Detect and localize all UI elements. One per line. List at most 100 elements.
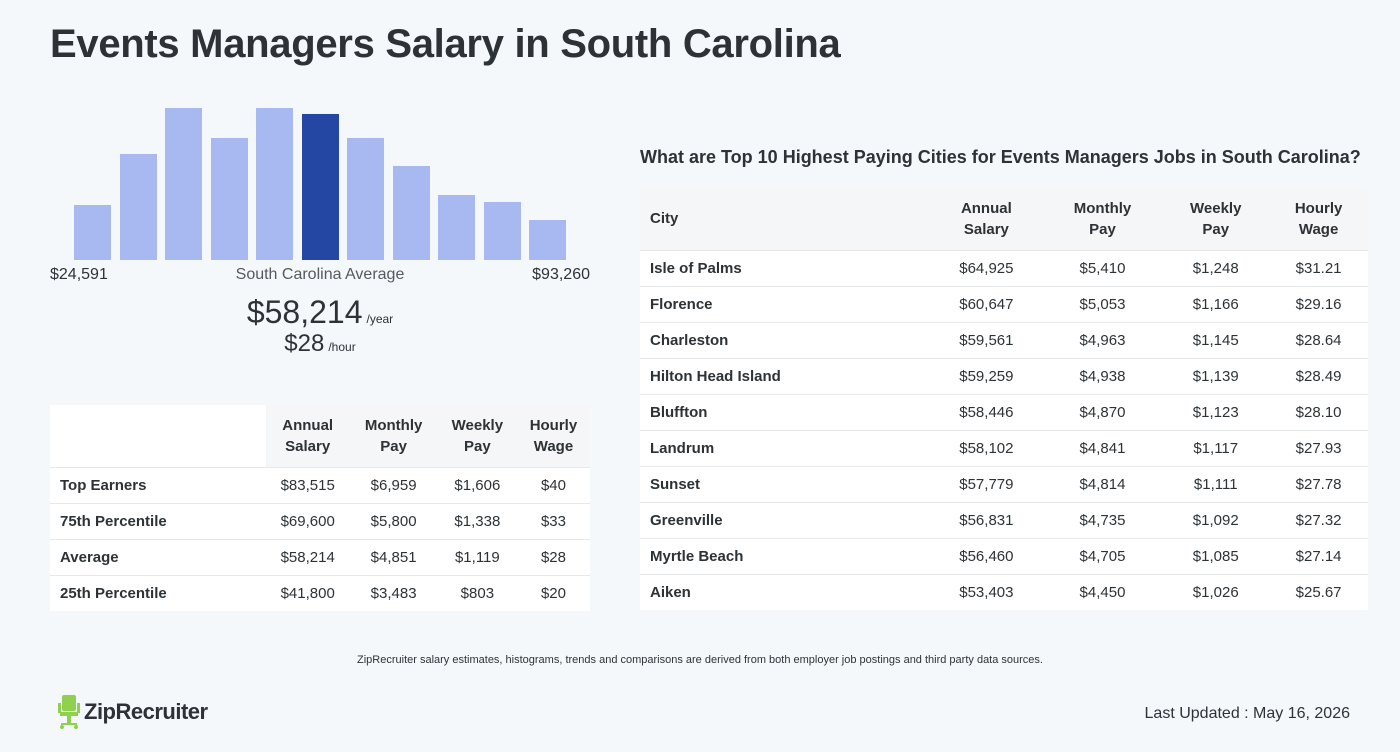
histogram-max-label: $93,260 (532, 266, 590, 283)
hourly-cell: $27.14 (1269, 537, 1368, 574)
weekly-cell: $1,026 (1162, 573, 1270, 610)
table-row: 75th Percentile $69,600 $5,800 $1,338 $3… (50, 502, 590, 539)
row-label: Top Earners (50, 466, 266, 503)
table-row: 25th Percentile $41,800 $3,483 $803 $20 (50, 574, 590, 611)
weekly-cell: $1,123 (1162, 393, 1270, 430)
annual-cell: $59,259 (930, 357, 1043, 394)
annual-cell: $69,600 (266, 502, 350, 539)
histogram-bar (529, 220, 566, 260)
annual-cell: $60,647 (930, 285, 1043, 322)
ziprecruiter-logo[interactable]: ZipRecruiter (58, 695, 208, 729)
header-city: City (640, 188, 930, 250)
header-annual-salary: Annual Salary (930, 188, 1043, 250)
histogram-bar (483, 202, 521, 260)
header-annual-salary: Annual Salary (266, 405, 350, 467)
annual-cell: $56,460 (930, 537, 1043, 574)
monthly-cell: $4,841 (1042, 429, 1163, 466)
table-row: Aiken $53,403 $4,450 $1,026 $25.67 (640, 573, 1368, 610)
hourly-cell: $29.16 (1269, 285, 1368, 322)
histogram-bar (256, 108, 293, 260)
monthly-cell: $4,963 (1042, 321, 1163, 358)
hourly-cell: $27.32 (1269, 501, 1368, 538)
weekly-cell: $1,111 (1162, 465, 1270, 502)
header-monthly-pay: Monthly Pay (1042, 188, 1163, 250)
weekly-cell: $1,248 (1162, 249, 1270, 286)
monthly-cell: $6,959 (349, 466, 438, 503)
histogram-bar (165, 108, 202, 260)
monthly-cell: $4,450 (1042, 573, 1163, 610)
monthly-cell: $4,938 (1042, 357, 1163, 394)
monthly-cell: $4,814 (1042, 465, 1163, 502)
salary-histogram (74, 100, 570, 260)
annual-cell: $64,925 (930, 249, 1043, 286)
percentile-table-header: Annual Salary Monthly Pay Weekly Pay Hourly… (50, 405, 590, 467)
annual-unit: /year (366, 312, 394, 326)
average-annual-salary: $58,214/year (50, 294, 590, 331)
hourly-cell: $28.64 (1269, 321, 1368, 358)
data-source-disclaimer: ZipRecruiter salary estimates, histogram… (357, 654, 1043, 666)
hourly-unit: /hour (328, 340, 356, 354)
header-monthly-pay: Monthly Pay (349, 405, 438, 467)
histogram-bar (438, 195, 475, 260)
weekly-cell: $1,338 (437, 502, 517, 539)
hourly-cell: $20 (516, 574, 590, 611)
city-name: Florence (640, 285, 930, 322)
histogram-bar-average (301, 114, 339, 260)
weekly-cell: $1,092 (1162, 501, 1270, 538)
annual-cell: $56,831 (930, 501, 1043, 538)
table-row: Charleston $59,561 $4,963 $1,145 $28.64 (640, 321, 1368, 358)
top-cities-table: City Annual Salary Monthly Pay Weekly Pay H… (640, 188, 1368, 610)
weekly-cell: $1,085 (1162, 537, 1270, 574)
city-name: Isle of Palms (640, 249, 930, 286)
histogram-bar (119, 154, 157, 260)
header-hourly-wage: Hourly Wage (516, 405, 590, 467)
table-row: Greenville $56,831 $4,735 $1,092 $27.32 (640, 501, 1368, 538)
city-table-header: City Annual Salary Monthly Pay Weekly Pay H… (640, 188, 1368, 250)
histogram-bar (74, 205, 111, 260)
hourly-cell: $27.93 (1269, 429, 1368, 466)
table-row: Bluffton $58,446 $4,870 $1,123 $28.10 (640, 393, 1368, 430)
table-row: Florence $60,647 $5,053 $1,166 $29.16 (640, 285, 1368, 322)
hourly-cell: $33 (516, 502, 590, 539)
histogram-min-label: $24,591 (50, 266, 108, 283)
city-name: Myrtle Beach (640, 537, 930, 574)
city-name: Aiken (640, 573, 930, 610)
monthly-cell: $5,800 (349, 502, 438, 539)
ziprecruiter-chair-icon (58, 695, 80, 729)
annual-cell: $58,214 (266, 538, 350, 575)
histogram-bar (210, 138, 248, 260)
hourly-cell: $31.21 (1269, 249, 1368, 286)
row-label: 75th Percentile (50, 502, 266, 539)
weekly-cell: $1,117 (1162, 429, 1270, 466)
annual-cell: $57,779 (930, 465, 1043, 502)
table-row: Average $58,214 $4,851 $1,119 $28 (50, 538, 590, 575)
monthly-cell: $3,483 (349, 574, 438, 611)
row-label: Average (50, 538, 266, 575)
monthly-cell: $4,735 (1042, 501, 1163, 538)
header-weekly-pay: Weekly Pay (437, 405, 517, 467)
histogram-bar (347, 138, 384, 260)
average-annual-value: $58,214 (246, 294, 363, 330)
hourly-cell: $40 (516, 466, 590, 503)
annual-cell: $58,102 (930, 429, 1043, 466)
hourly-cell: $25.67 (1269, 573, 1368, 610)
city-name: Greenville (640, 501, 930, 538)
monthly-cell: $5,053 (1042, 285, 1163, 322)
annual-cell: $83,515 (266, 466, 350, 503)
monthly-cell: $4,705 (1042, 537, 1163, 574)
city-name: Sunset (640, 465, 930, 502)
logo-text: ZipRecruiter (84, 699, 208, 724)
table-row: Sunset $57,779 $4,814 $1,111 $27.78 (640, 465, 1368, 502)
top-cities-title: What are Top 10 Highest Paying Cities fo… (640, 147, 1361, 167)
row-label: 25th Percentile (50, 574, 266, 611)
monthly-cell: $5,410 (1042, 249, 1163, 286)
state-average-label: South Carolina Average (235, 266, 405, 283)
table-row: Hilton Head Island $59,259 $4,938 $1,139… (640, 357, 1368, 394)
table-row: Isle of Palms $64,925 $5,410 $1,248 $31.… (640, 249, 1368, 286)
page-title: Events Managers Salary in South Carolina (50, 22, 841, 66)
monthly-cell: $4,870 (1042, 393, 1163, 430)
histogram-bar (392, 166, 430, 260)
hourly-cell: $27.78 (1269, 465, 1368, 502)
weekly-cell: $1,119 (437, 538, 517, 575)
header-weekly-pay: Weekly Pay (1162, 188, 1270, 250)
